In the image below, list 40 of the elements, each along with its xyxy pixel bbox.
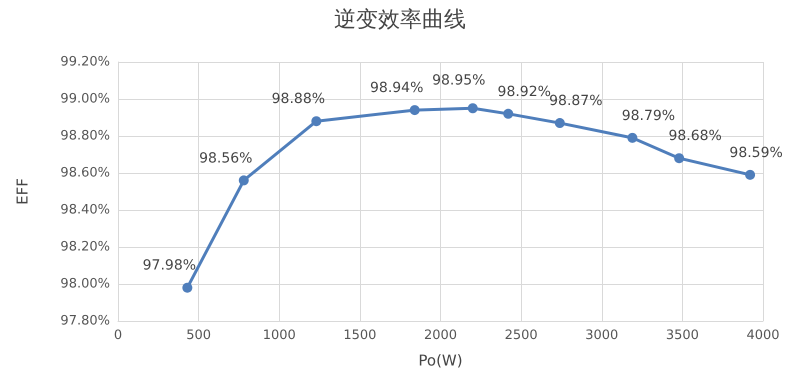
y-tick-label: 98.80% [60, 128, 110, 144]
data-label: 98.87% [549, 93, 603, 110]
data-label: 98.68% [668, 128, 722, 144]
y-tick-label: 97.80% [60, 314, 110, 328]
point [182, 282, 192, 293]
y-tick-label: 98.20% [60, 240, 110, 254]
point [468, 103, 478, 114]
x-tick-label: 2500 [504, 328, 538, 343]
y-tick-label: 99.20% [60, 54, 110, 70]
y-tick-label: 98.00% [60, 276, 110, 292]
data-label: 98.59% [729, 144, 783, 161]
data-label: 98.92% [498, 84, 551, 100]
x-axis-title: Po(W) [418, 352, 463, 370]
data-label: 98.94% [370, 80, 424, 96]
point [674, 153, 684, 164]
x-tick-label: 1500 [343, 328, 376, 343]
x-tick-label: 3500 [666, 328, 699, 343]
point [745, 170, 756, 180]
point [627, 132, 638, 143]
data-label: 98.95% [432, 72, 486, 88]
x-tick-label: 0 [114, 328, 122, 343]
x-tick-label: 3000 [585, 328, 618, 343]
y-tick-label: 99.00% [60, 92, 110, 106]
y-axis-title: EFF [14, 178, 32, 205]
y-tick-label: 98.40% [60, 202, 110, 218]
point [503, 108, 514, 119]
data-label: 98.56% [199, 150, 252, 166]
data-label: 97.98% [142, 258, 196, 274]
x-tick-label: 4000 [746, 328, 780, 343]
x-tick-label: 500 [186, 328, 212, 343]
x-tick-label: 2000 [424, 328, 458, 343]
point [238, 175, 249, 186]
point [410, 105, 420, 116]
chart-title: 逆变效率曲线 [334, 8, 466, 32]
x-tick-label: 1000 [262, 328, 296, 343]
data-label: 98.79% [622, 108, 676, 124]
y-tick-label: 98.60% [60, 166, 110, 180]
data-label: 98.88% [272, 91, 326, 108]
point [554, 118, 565, 128]
point [311, 116, 322, 126]
